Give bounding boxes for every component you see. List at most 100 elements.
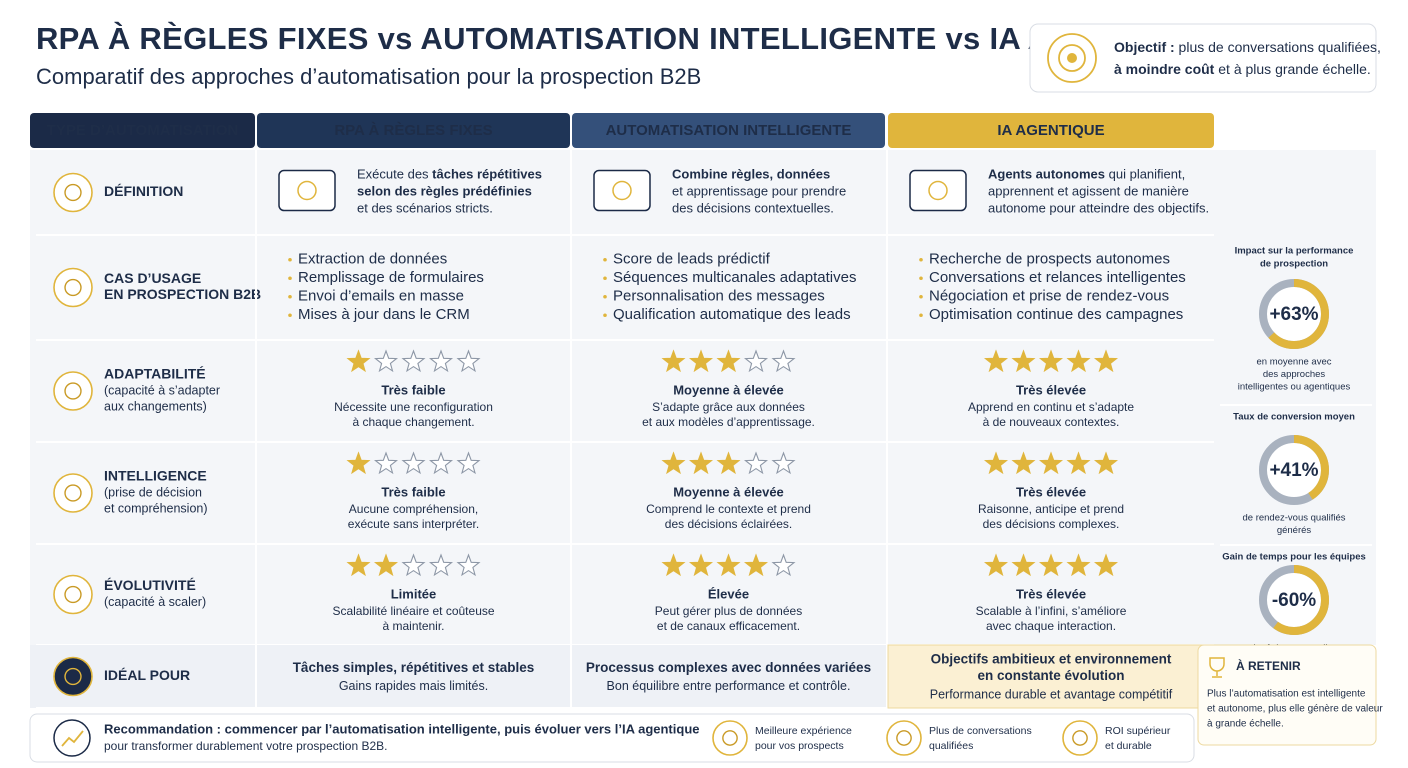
objective-icon	[1058, 44, 1086, 72]
bullet	[919, 276, 923, 281]
stat-title: de prospection	[1260, 259, 1328, 270]
rating-desc: Raisonne, anticipe et prend	[978, 502, 1124, 516]
definition-text: Agents autonomes qui planifient,	[988, 167, 1185, 182]
star-filled	[346, 553, 371, 577]
star-empty	[401, 451, 426, 475]
column-header-text: RPA À RÈGLES FIXES	[334, 122, 492, 139]
stat-caption: intelligentes ou agentiques	[1238, 382, 1351, 393]
column-header	[30, 113, 255, 148]
row-sublabel: aux changements)	[104, 399, 207, 413]
donut-arc	[1259, 435, 1329, 505]
star-filled	[1093, 349, 1119, 373]
star-filled	[661, 451, 686, 475]
icon-inner	[64, 484, 82, 502]
icon-inner	[64, 183, 82, 202]
rating	[661, 553, 796, 577]
star-empty	[456, 451, 481, 475]
row-label: CAS D’USAGE	[104, 270, 201, 286]
stat-caption: des approches	[1263, 369, 1326, 380]
rating-level: Très élevée	[1016, 382, 1086, 397]
text-segment: tâches répétitives	[432, 167, 542, 182]
star-filled	[1038, 451, 1064, 475]
icon	[53, 574, 93, 615]
benefit-text: et durable	[1105, 740, 1152, 752]
use-case: Mises à jour dans le CRM	[298, 306, 470, 323]
icon	[53, 656, 93, 697]
row-label: ADAPTABILITÉ	[104, 366, 206, 382]
rating	[346, 451, 481, 475]
retain-icon	[1209, 657, 1225, 678]
text-segment: selon des règles prédéfinies	[357, 184, 532, 199]
recommendation: Recommandation : commencer par l’automat…	[104, 721, 700, 736]
star-filled	[1066, 553, 1091, 577]
rating-desc: à de nouveaux contextes.	[983, 415, 1120, 429]
definition-text: autonome pour atteindre des objectifs.	[988, 201, 1209, 216]
icon	[53, 267, 93, 308]
ideal-text: Bon équilibre entre performance et contr…	[607, 679, 851, 693]
icon-inner	[64, 585, 82, 604]
column-header	[257, 113, 570, 148]
icon	[886, 720, 922, 756]
ideal-text: Performance durable et avantage compétit…	[930, 687, 1173, 701]
rating-desc: et de canaux efficacement.	[657, 619, 800, 633]
star-filled	[1011, 553, 1036, 577]
row-label: INTELLIGENCE	[104, 468, 207, 484]
icon	[53, 371, 93, 411]
rating-desc: Apprend en continu et s’adapte	[968, 400, 1134, 414]
stat-value: +41%	[1269, 460, 1318, 481]
text-segment: Objectif :	[1114, 39, 1175, 55]
star-empty	[373, 451, 399, 475]
rating-level: Limitée	[391, 586, 437, 601]
bullet	[288, 257, 292, 262]
star-empty	[428, 553, 454, 577]
text-segment: et des scénarios stricts.	[357, 201, 493, 216]
retain-text: et autonome, plus elle génère de valeur	[1207, 704, 1383, 715]
star-filled	[346, 451, 371, 475]
bullet	[603, 276, 607, 281]
bullet	[288, 294, 292, 299]
text-segment: des décisions contextuelles.	[672, 201, 834, 216]
star-empty	[428, 349, 454, 373]
highlight-cell	[887, 644, 1215, 709]
rating-desc: des décisions complexes.	[983, 517, 1120, 531]
star-filled	[346, 349, 371, 373]
use-case: Recherche de prospects autonomes	[929, 251, 1170, 268]
benefit-text: qualifiées	[929, 740, 973, 752]
stat-title: Impact sur la performance	[1235, 246, 1354, 257]
rating	[346, 349, 481, 373]
objective-box	[1029, 23, 1377, 93]
stat-caption: de rendez-vous qualifiés	[1243, 513, 1346, 524]
row-label: IDÉAL POUR	[104, 667, 190, 683]
star-filled	[1038, 349, 1064, 373]
star-filled	[688, 553, 714, 577]
star-filled	[688, 349, 714, 373]
icon	[53, 172, 93, 213]
bullet	[288, 313, 292, 318]
definition-icon	[278, 169, 336, 212]
rating-level: Élevée	[708, 586, 749, 601]
star-empty	[401, 349, 426, 373]
use-case: Conversations et relances intelligentes	[929, 269, 1186, 286]
text-segment: à moindre coût	[1114, 61, 1215, 77]
star-empty	[771, 349, 796, 373]
rating	[983, 451, 1119, 475]
footer-icon	[53, 719, 91, 757]
rating-desc: à maintenir.	[382, 619, 444, 633]
text-segment: plus de conversations qualifiées,	[1175, 39, 1381, 55]
ideal-bold: Tâches simples, répétitives et stables	[293, 660, 535, 675]
rating	[346, 553, 481, 577]
retain-title: À RETENIR	[1236, 658, 1301, 673]
star-filled	[743, 553, 769, 577]
definition-icon	[909, 169, 967, 212]
definition-icon	[593, 169, 651, 212]
icon-inner	[64, 667, 82, 686]
star-filled	[1011, 451, 1036, 475]
objective-icon	[1067, 53, 1077, 63]
definition-icon	[297, 180, 317, 201]
stat-value: -60%	[1272, 590, 1316, 611]
definition-text: des décisions contextuelles.	[672, 201, 834, 216]
text-segment: et apprentissage pour prendre	[672, 184, 846, 199]
rating	[983, 349, 1119, 373]
icon	[1062, 720, 1098, 756]
